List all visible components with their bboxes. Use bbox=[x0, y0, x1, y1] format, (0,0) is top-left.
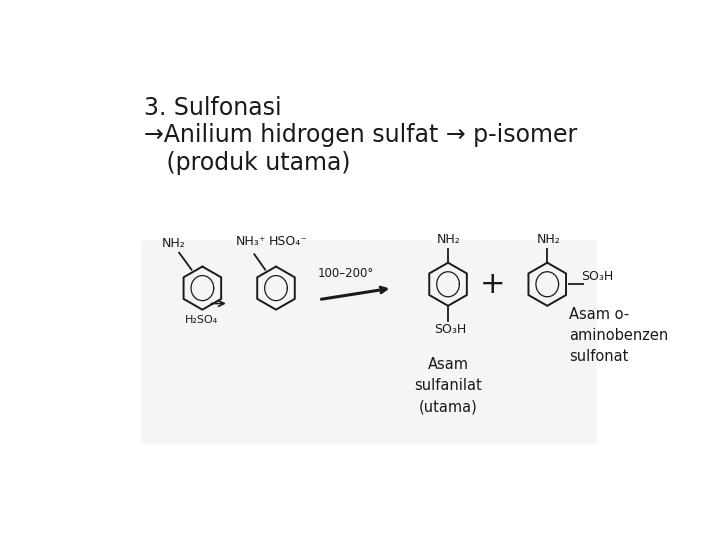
Text: HSO₄⁻: HSO₄⁻ bbox=[269, 235, 307, 248]
Text: Asam
sulfanilat
(utama): Asam sulfanilat (utama) bbox=[414, 357, 482, 414]
Text: NH₂: NH₂ bbox=[162, 237, 186, 249]
Text: NH₂: NH₂ bbox=[536, 233, 560, 246]
Text: H₂SO₄: H₂SO₄ bbox=[185, 315, 219, 325]
Text: 3. Sulfonasi: 3. Sulfonasi bbox=[144, 96, 282, 119]
Text: (produk utama): (produk utama) bbox=[144, 151, 351, 175]
Text: +: + bbox=[480, 270, 506, 299]
Text: NH₃⁺: NH₃⁺ bbox=[235, 235, 266, 248]
Text: SO₃H: SO₃H bbox=[581, 269, 613, 283]
Text: SO₃H: SO₃H bbox=[434, 323, 467, 336]
Text: →Anilium hidrogen sulfat → p-isomer: →Anilium hidrogen sulfat → p-isomer bbox=[144, 123, 577, 146]
Text: 100–200°: 100–200° bbox=[318, 267, 374, 280]
FancyBboxPatch shape bbox=[141, 240, 597, 444]
Text: NH₂: NH₂ bbox=[437, 233, 461, 246]
Text: Asam o-
aminobenzen
sulfonat: Asam o- aminobenzen sulfonat bbox=[569, 307, 668, 365]
